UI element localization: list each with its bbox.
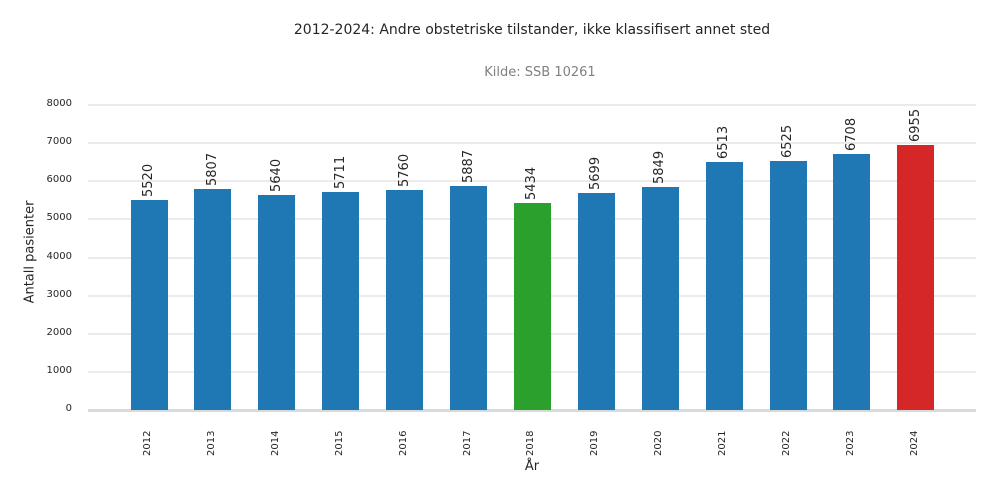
y-tick-label: 2000 <box>46 326 72 338</box>
gridline <box>88 104 976 106</box>
bar-value-label: 5849 <box>652 150 668 184</box>
bar-value-label: 5887 <box>460 149 476 183</box>
y-tick-label: 4000 <box>46 250 72 262</box>
bar-value-label: 5699 <box>588 156 604 190</box>
y-tick-label: 7000 <box>46 136 72 148</box>
x-tick-label: 2019 <box>589 430 601 456</box>
bar-value-label: 5807 <box>204 152 220 186</box>
x-tick-label: 2016 <box>397 430 409 456</box>
bar-2022 <box>769 161 807 410</box>
bar-2020 <box>641 187 679 410</box>
y-tick-label: 1000 <box>46 364 72 376</box>
chart-title: 2012-2024: Andre obstetriske tilstander,… <box>293 22 771 38</box>
x-tick-label: 2013 <box>205 430 217 456</box>
y-tick-label: 5000 <box>46 212 72 224</box>
bar-value-label: 6525 <box>780 125 795 159</box>
chart-subtitle: Kilde: SSB 10261 <box>484 65 596 80</box>
x-tick-label: 2015 <box>333 430 345 456</box>
gridline <box>88 142 976 145</box>
x-axis-label: År <box>524 459 540 474</box>
y-tick-label: 3000 <box>46 288 72 300</box>
bar-2016 <box>386 190 424 410</box>
plot-area <box>88 104 976 412</box>
x-tick-label: 2021 <box>717 430 729 456</box>
x-tick-label: 2020 <box>653 430 665 456</box>
x-tick-label: 2022 <box>781 430 792 456</box>
x-tick-label: 2012 <box>142 430 153 456</box>
bar-value-label: 5640 <box>268 158 284 192</box>
bar-2024 <box>897 144 935 410</box>
gridline <box>88 180 976 183</box>
x-tick-label: 2024 <box>908 430 920 456</box>
bar-2021 <box>705 161 743 410</box>
bar-2018 <box>513 202 551 410</box>
bar-2019 <box>577 192 615 410</box>
bar-2023 <box>833 154 871 410</box>
bar-2012 <box>130 199 168 410</box>
bar-2015 <box>322 192 360 410</box>
x-tick-label: 2023 <box>844 430 856 456</box>
bar-2017 <box>450 185 487 410</box>
x-tick-label: 2014 <box>269 430 281 456</box>
bar-2014 <box>258 194 296 410</box>
bar-value-label: 6513 <box>716 125 732 159</box>
y-tick-label: 0 <box>65 403 72 414</box>
y-tick-label: 8000 <box>46 98 72 109</box>
bar-value-label: 5711 <box>332 156 348 190</box>
x-axis-baseline <box>88 409 976 412</box>
bar-value-label: 5520 <box>141 163 156 197</box>
bar-value-label: 6955 <box>907 108 923 142</box>
bar-value-label: 6708 <box>843 118 859 152</box>
bar-2013 <box>194 188 232 410</box>
bar-value-label: 5434 <box>524 166 540 200</box>
x-tick-label: 2017 <box>461 430 473 456</box>
x-tick-label: 2018 <box>525 430 537 456</box>
bar-value-label: 5760 <box>396 154 412 188</box>
y-tick-label: 6000 <box>46 174 72 186</box>
